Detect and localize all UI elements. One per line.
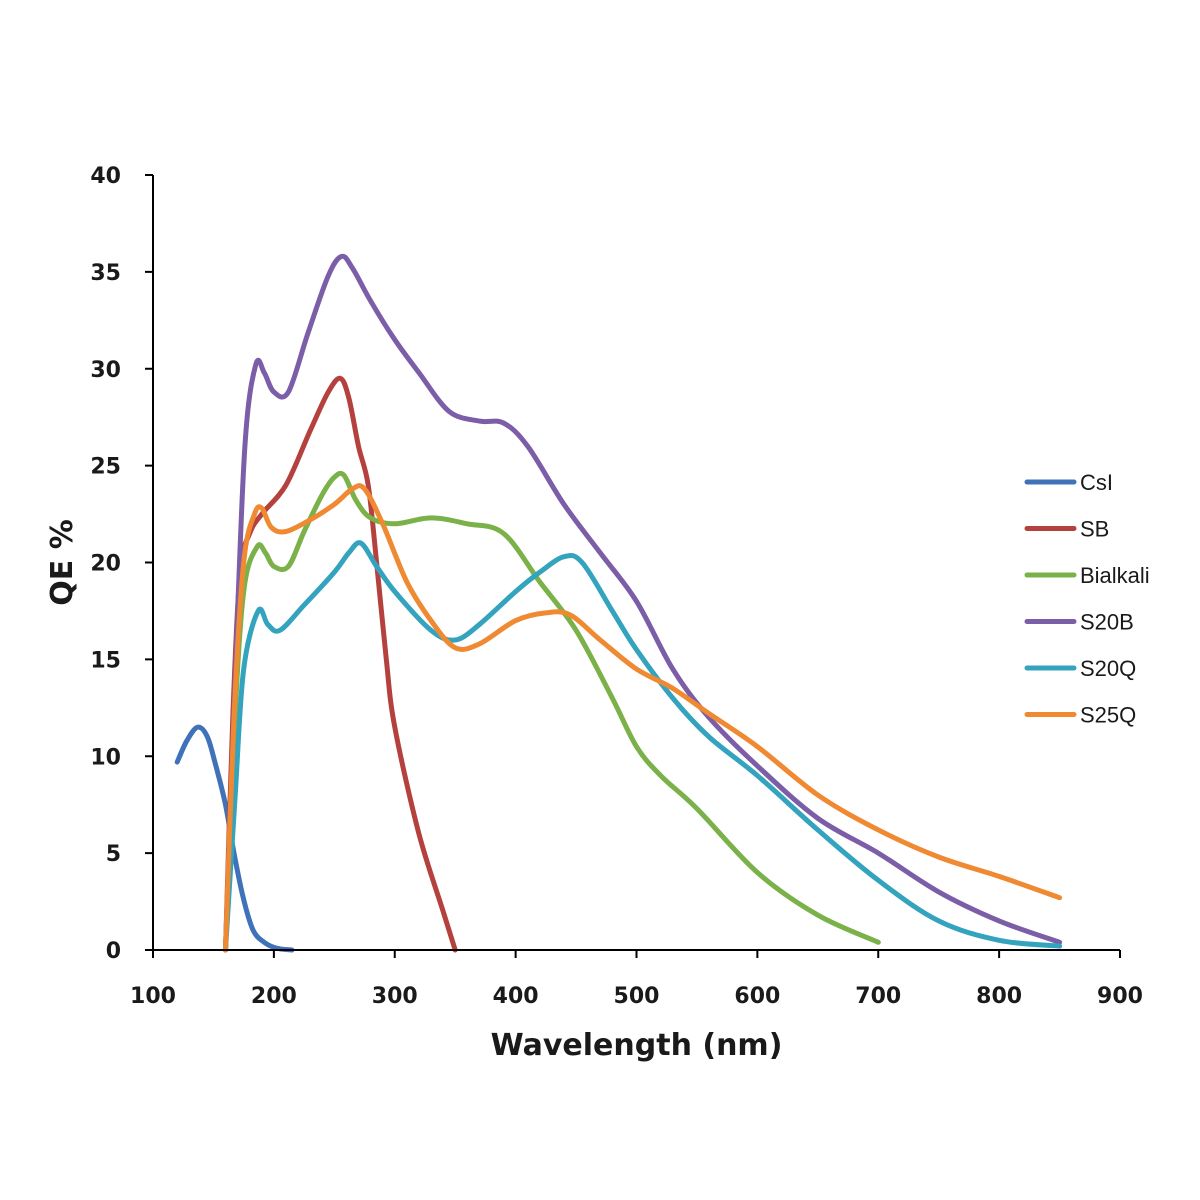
x-tick-label: 500 [614,984,660,1009]
legend-label-csi: CsI [1080,470,1113,495]
y-axis-title: QE % [45,519,80,606]
x-tick-label: 400 [493,984,539,1009]
x-tick-label: 300 [372,984,418,1009]
x-ticks: 100 200 300 400 500 600 700 800 900 [130,950,1143,1009]
series-layer [174,253,1063,953]
y-tick-label: 35 [90,261,121,286]
legend-label-s25q: S25Q [1080,703,1136,728]
legend: CsI SB Bialkali S20B S20Q S25Q [1024,470,1150,728]
x-axis-title: Wavelength (nm) [491,1028,783,1063]
y-tick-label: 15 [90,648,121,673]
legend-label-bialkali: Bialkali [1080,563,1150,588]
y-tick-label: 30 [90,358,121,383]
series-line-sb [223,375,458,953]
legend-label-s20b: S20B [1080,610,1134,635]
series-line-s20b [223,253,1063,953]
y-tick-label: 40 [90,164,121,189]
series-line-bialkali [223,470,881,953]
x-tick-label: 600 [734,984,780,1009]
x-tick-label: 100 [130,984,176,1009]
y-ticks: 0 5 10 15 20 25 30 35 40 [90,164,153,964]
y-tick-label: 5 [106,842,121,867]
y-tick-label: 25 [90,455,121,480]
series-line-s20q [223,540,1063,953]
y-tick-label: 10 [90,745,121,770]
y-tick-label: 20 [90,552,121,577]
x-tick-label: 200 [251,984,297,1009]
x-tick-label: 700 [855,984,901,1009]
x-tick-label: 900 [1097,984,1143,1009]
x-tick-label: 800 [976,984,1022,1009]
legend-label-s20q: S20Q [1080,656,1136,681]
y-tick-label: 0 [106,939,121,964]
legend-label-sb: SB [1080,517,1109,542]
series-line-s25q [223,483,1063,953]
